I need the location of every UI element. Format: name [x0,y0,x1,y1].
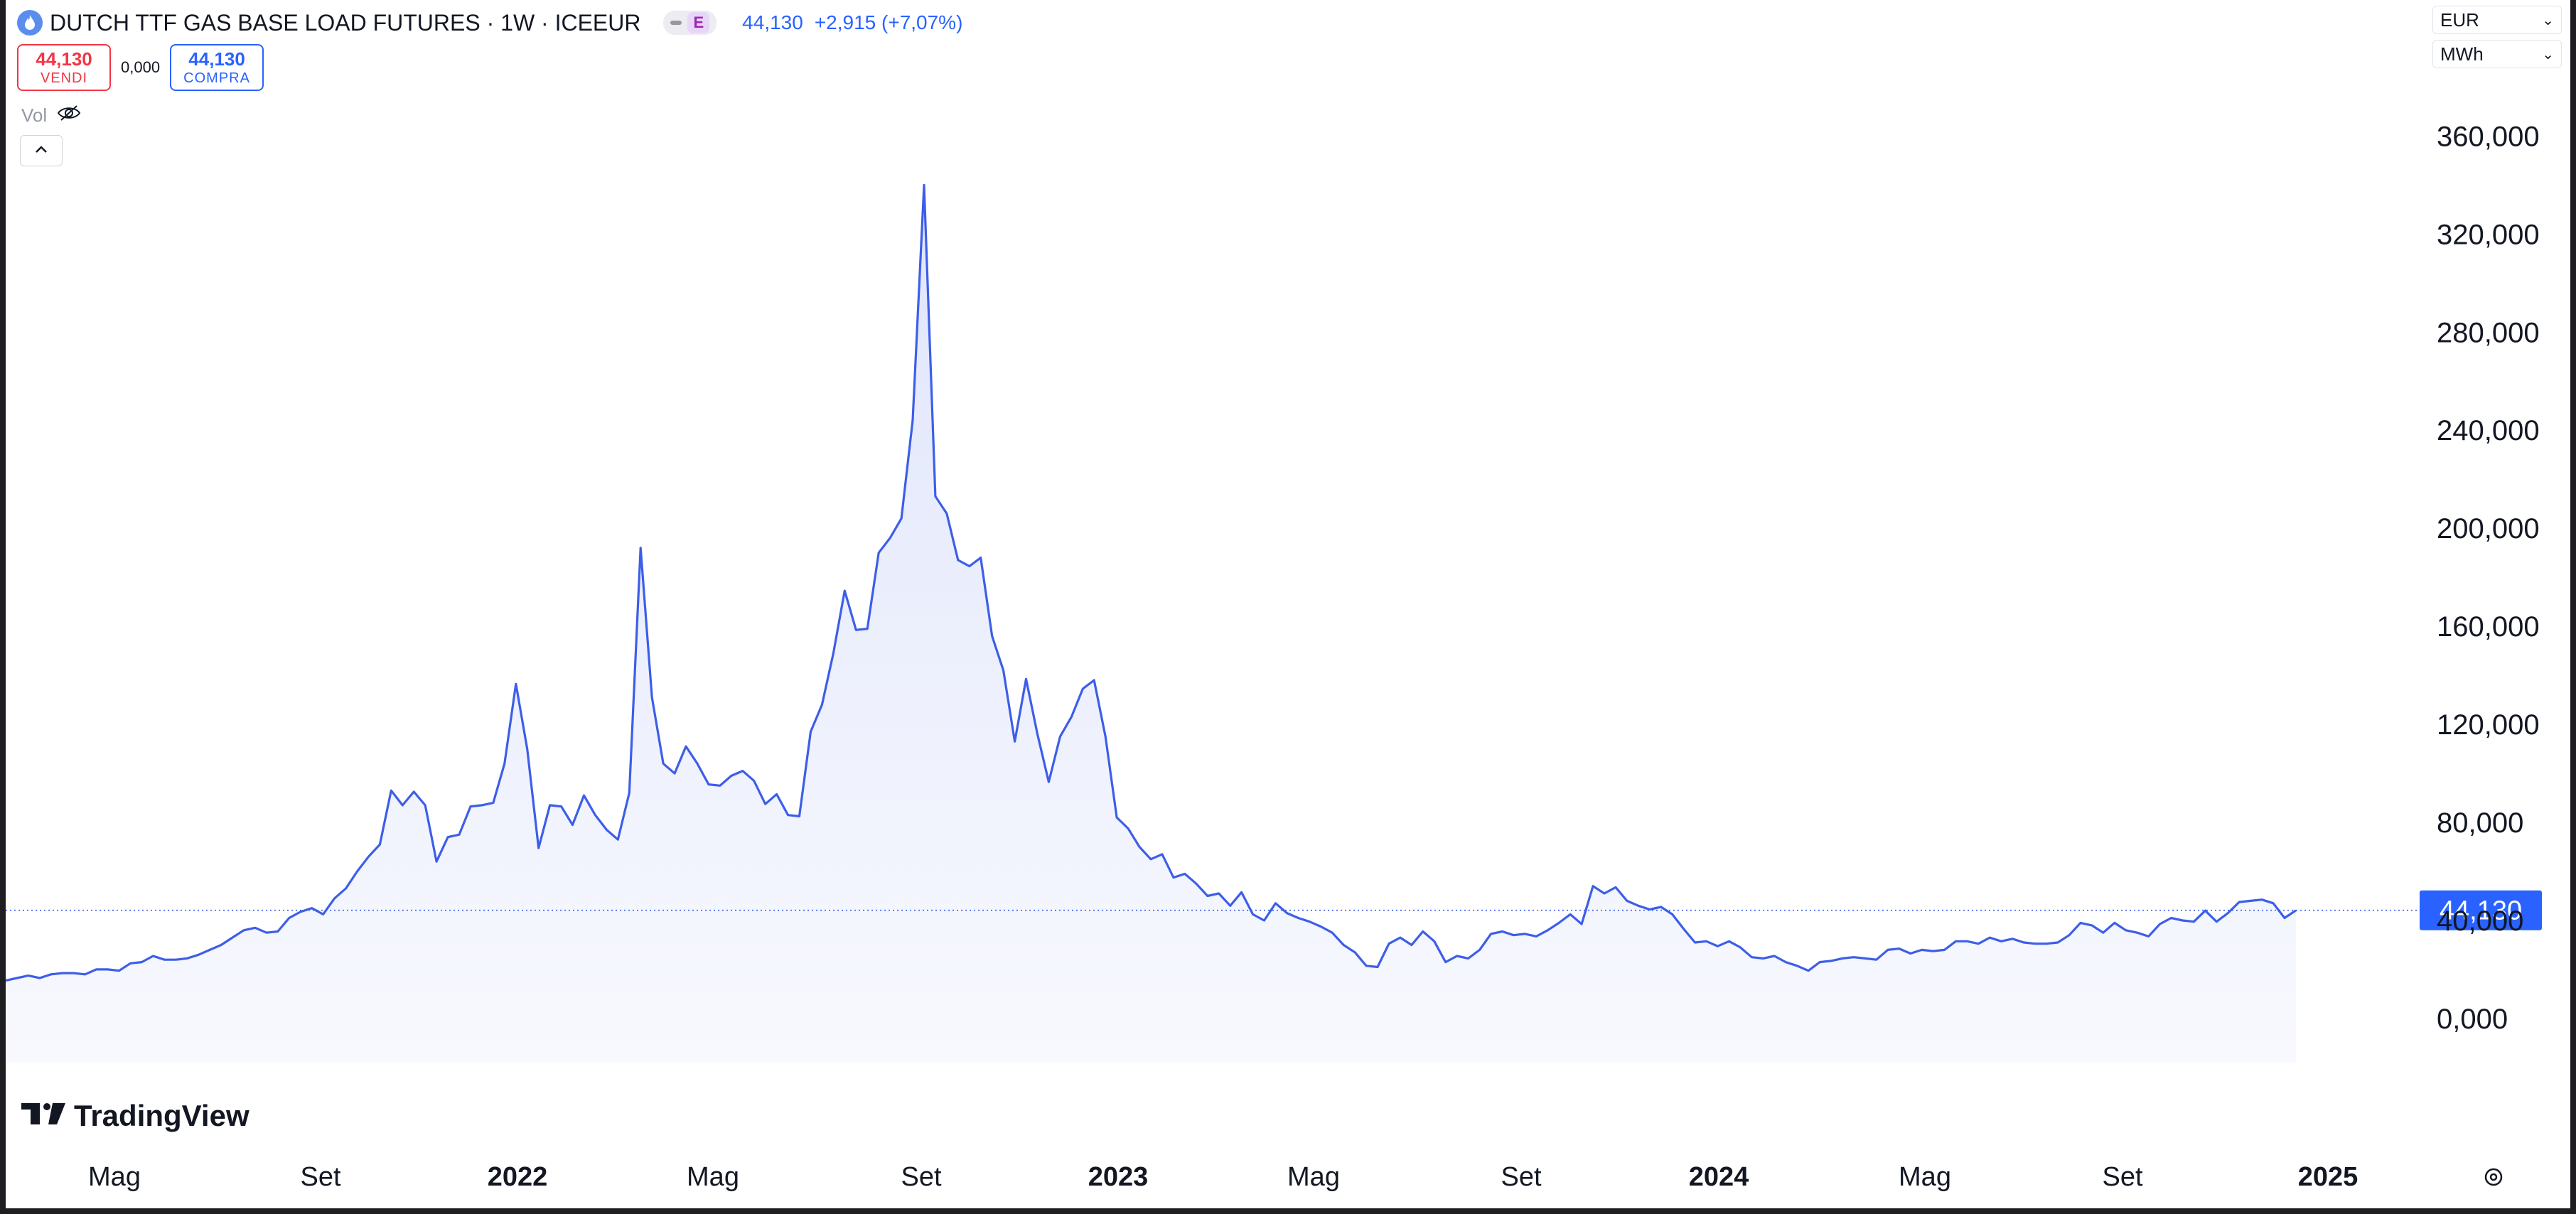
x-tick-label: Set [2102,1162,2142,1192]
x-tick-label: 2024 [1689,1162,1749,1192]
chart-frame: 44,130 0,000 40,000 80,000 120,000 160,000 20… [6,0,2570,1208]
y-tick-label: 80,000 [2437,807,2523,839]
y-tick-label: 40,000 [2437,906,2523,937]
x-tick-label: 2023 [1088,1162,1149,1192]
series-area [6,185,2296,1063]
y-tick-label: 0,000 [2437,1004,2508,1035]
exchange-label: E [687,12,710,33]
symbol-title[interactable]: DUTCH TTF GAS BASE LOAD FUTURES · 1W · I… [50,9,641,36]
volume-label: Vol [21,104,48,126]
x-tick-label: Mag [1899,1162,1951,1192]
series-line [6,183,2297,982]
sell-button[interactable]: 44,130 VENDI [17,44,111,91]
last-price-label-box [2420,890,2542,930]
last-price: 44,130 [742,11,803,33]
unit-select[interactable]: MWh ⌄ [2432,40,2562,68]
buy-price: 44,130 [188,48,245,70]
x-tick-label: Mag [1287,1162,1340,1192]
buy-label: COMPRA [183,70,250,86]
watermark-text: TradingView [74,1099,249,1132]
chevron-up-icon [34,144,48,158]
x-tick-label: Set [300,1162,340,1192]
y-tick-label: 120,000 [2437,709,2540,741]
exchange-badge[interactable]: E [663,11,717,35]
price-chart[interactable]: 44,130 0,000 40,000 80,000 120,000 160,000 20… [6,0,2570,1208]
spread-value: 0,000 [121,58,161,76]
volume-legend: Vol [21,104,81,127]
symbol-legend: DUTCH TTF GAS BASE LOAD FUTURES · 1W · I… [17,7,962,38]
y-tick-label: 200,000 [2437,513,2540,544]
y-tick-label: 240,000 [2437,415,2540,446]
chevron-down-icon: ⌄ [2542,46,2554,63]
y-tick-label: 320,000 [2437,219,2540,250]
tradingview-logo-icon [21,1099,67,1133]
collapse-legend-button[interactable] [20,135,63,166]
x-tick-label: Mag [687,1162,739,1192]
x-tick-label: Mag [88,1162,141,1192]
x-tick-label: Set [901,1162,941,1192]
chevron-down-icon: ⌄ [2542,12,2554,28]
sell-label: VENDI [40,70,88,86]
currency-value: EUR [2440,9,2479,31]
buy-button[interactable]: 44,130 COMPRA [170,44,264,91]
x-tick-label: 2022 [488,1162,548,1192]
y-tick-label: 360,000 [2437,121,2540,152]
eye-off-icon[interactable] [57,104,81,127]
x-tick-label: Set [1501,1162,1541,1192]
y-tick-label: 280,000 [2437,317,2540,348]
currency-select[interactable]: EUR ⌄ [2432,6,2562,34]
tradingview-watermark[interactable]: TradingView [21,1099,249,1133]
settings-icon[interactable] [2481,1164,2506,1190]
x-tick-label: 2025 [2298,1162,2358,1192]
y-tick-label: 160,000 [2437,611,2540,643]
flame-icon [17,10,43,36]
trade-panel: 44,130 VENDI 0,000 44,130 COMPRA [17,44,264,91]
sell-price: 44,130 [36,48,92,70]
last-price-label: 44,130 [2440,896,2522,926]
minus-icon [670,21,682,25]
price-change: +2,915 (+7,07%) [814,11,963,33]
unit-value: MWh [2440,43,2484,65]
